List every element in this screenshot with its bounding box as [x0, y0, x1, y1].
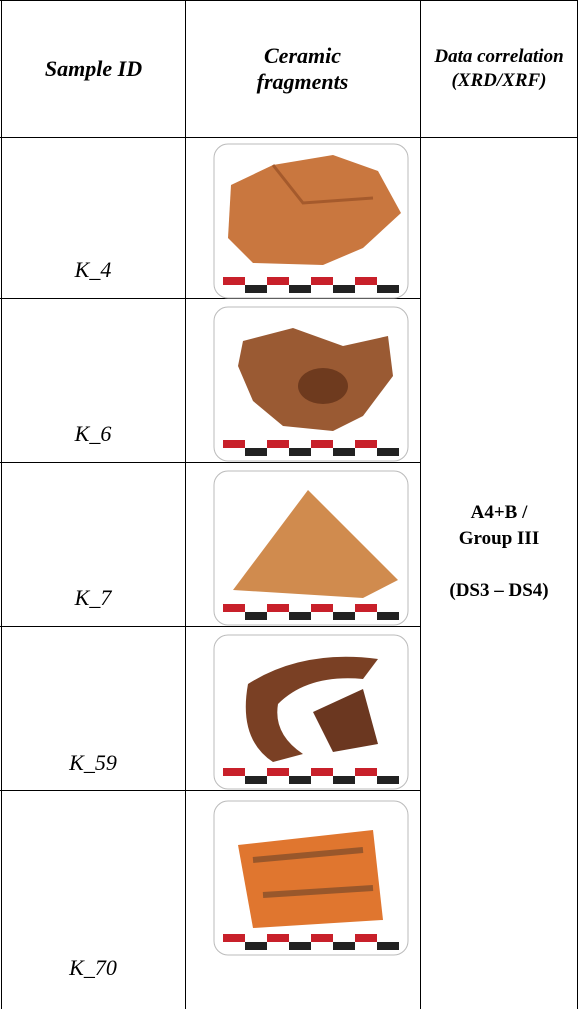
correlation-line: A4+B /: [470, 502, 528, 523]
correlation: A4+B / Group III (DS3 – DS4): [421, 500, 577, 604]
sample-id: K_4: [74, 257, 112, 282]
correlation-line: (DS3 – DS4): [449, 580, 549, 601]
fragment-image: [213, 143, 409, 299]
border: [185, 0, 186, 1009]
border: [577, 0, 578, 1009]
correlation-line: Group III: [458, 528, 540, 549]
border: [0, 790, 421, 791]
sample-id: K_7: [74, 585, 112, 610]
sample-id: K_70: [69, 955, 117, 980]
header-cell: Sample ID: [44, 55, 143, 81]
border: [0, 298, 421, 299]
border: [420, 0, 421, 1009]
sample-id: K_6: [74, 421, 112, 446]
header-cell: Ceramic fragments: [256, 42, 349, 94]
border: [0, 626, 421, 627]
fragment-image: [213, 800, 409, 956]
sample-id: K_59: [69, 750, 117, 775]
fragment-image: [213, 634, 409, 790]
fragment-image: [213, 470, 409, 626]
border: [1, 0, 2, 1009]
fragment-image: [213, 306, 409, 462]
border: [0, 0, 578, 1]
header-cell: Data correlation (XRD/XRF): [434, 45, 564, 91]
border: [0, 462, 421, 463]
border: [0, 137, 578, 138]
